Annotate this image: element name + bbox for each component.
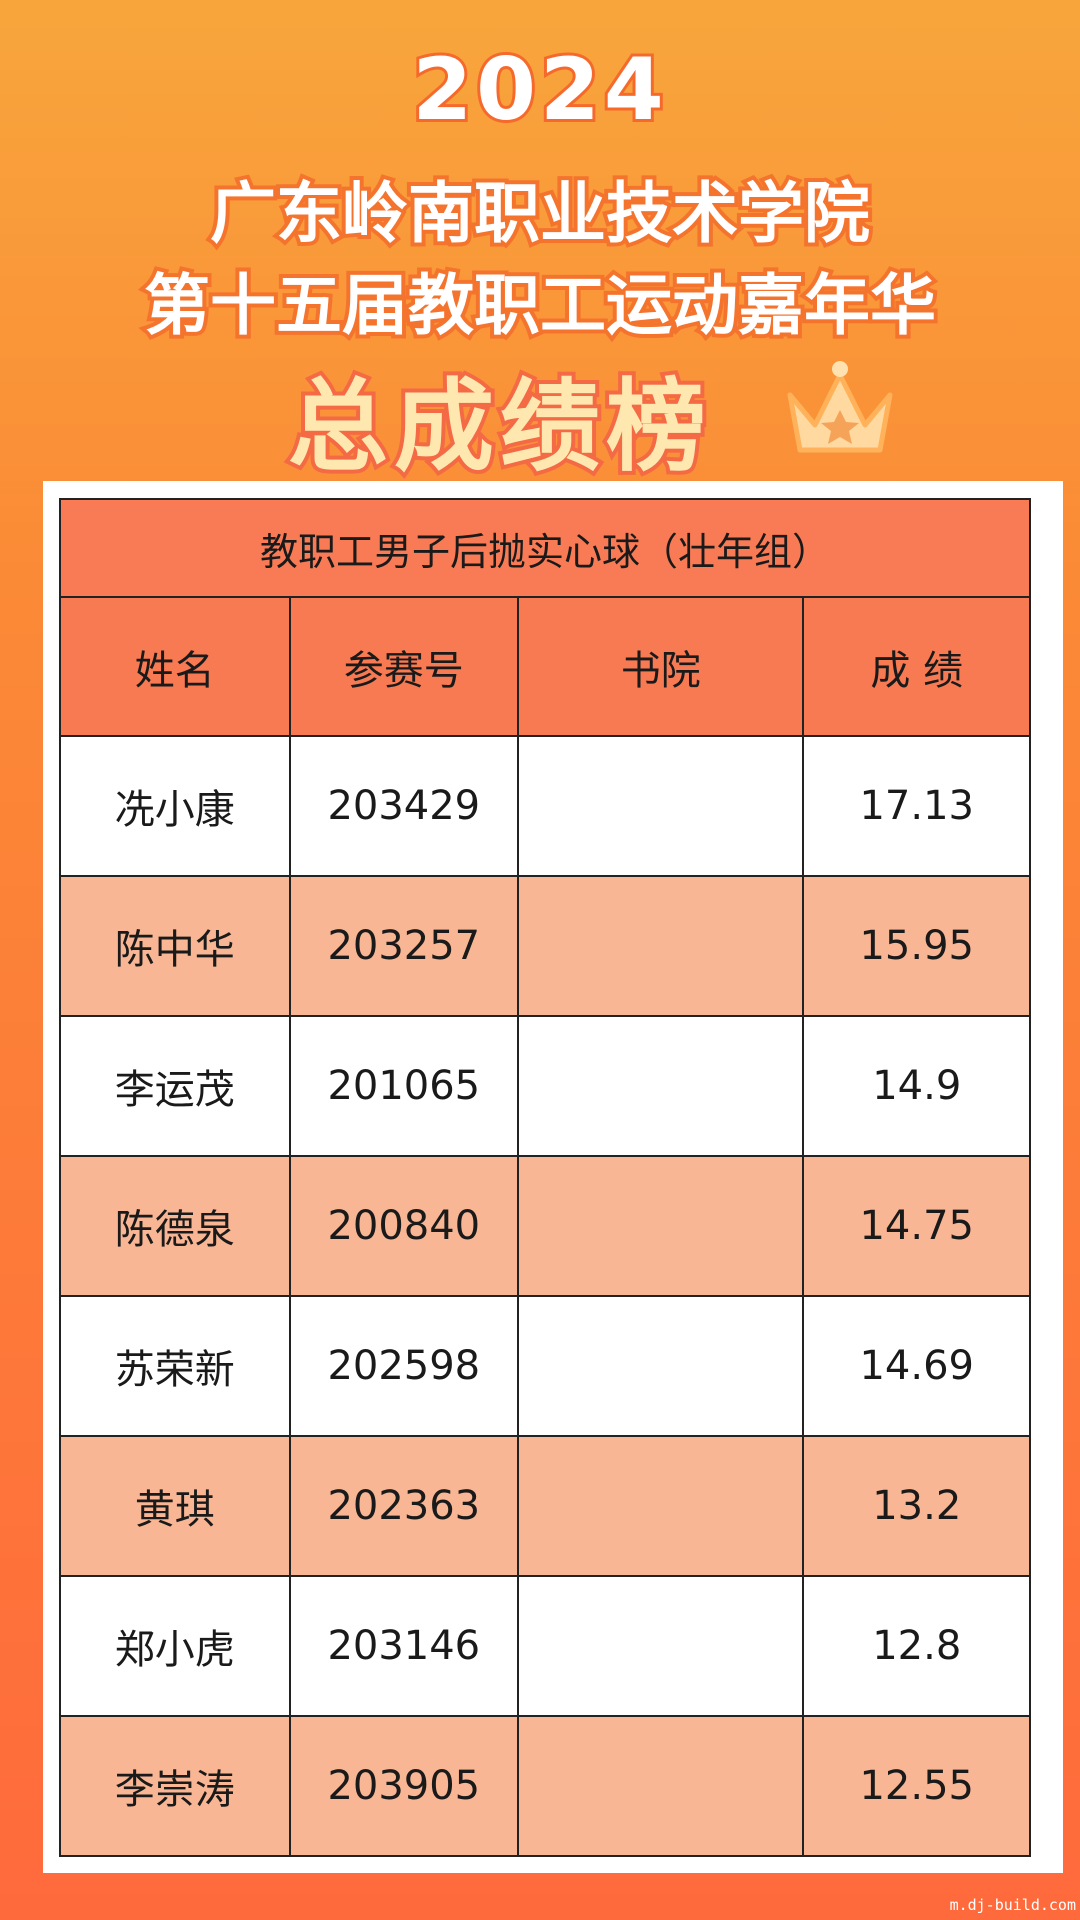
data-row: 黄琪 202363 13.2	[59, 1437, 1031, 1577]
table-caption: 教职工男子后抛实心球（壮年组）	[61, 498, 1031, 598]
table-cell: 14.75	[804, 1157, 1031, 1297]
table-cell: 14.69	[804, 1297, 1031, 1437]
table-cell: 李崇涛	[61, 1717, 291, 1857]
header-row: 姓名 参赛号 书院成 绩	[59, 598, 1031, 737]
table-cell: 203257	[290, 877, 520, 1017]
table-cell: 203429	[290, 737, 520, 877]
table-cell: 14.9	[804, 1017, 1031, 1157]
table-cell	[519, 1297, 805, 1437]
data-row: 冼小康 203429 17.13	[59, 737, 1031, 877]
table-cell: 12.8	[804, 1577, 1031, 1717]
table-cell: 201065	[290, 1017, 520, 1157]
table-cell	[519, 1157, 805, 1297]
table-cell: 203905	[290, 1717, 520, 1857]
data-row: 李崇涛 203905 12.55	[59, 1717, 1031, 1857]
table-cell: 12.55	[804, 1717, 1031, 1857]
table-cell: 陈德泉	[61, 1157, 291, 1297]
table-cell: 黄琪	[61, 1437, 291, 1577]
table-cell: 200840	[290, 1157, 520, 1297]
crown-icon	[787, 361, 893, 453]
table-cell: 13.2	[804, 1437, 1031, 1577]
table-cell	[519, 877, 805, 1017]
table-cell: 冼小康	[61, 737, 291, 877]
table-cell: 15.95	[804, 877, 1031, 1017]
watermark: m.dj-build.com	[949, 1896, 1076, 1914]
table-cell: 陈中华	[61, 877, 291, 1017]
banner: 总成绩榜	[284, 364, 712, 489]
table-cell: 李运茂	[61, 1017, 291, 1157]
column-header: 姓名	[61, 598, 291, 737]
data-row: 李运茂 201065 14.9	[59, 1017, 1031, 1157]
title-line: 第十五届教职工运动嘉年华	[140, 263, 940, 348]
title-line: 广东岭南职业技术学院	[206, 171, 874, 256]
column-header: 书院	[519, 598, 805, 737]
column-header: 参赛号	[290, 598, 520, 737]
table-cell: 203146	[290, 1577, 520, 1717]
data-row: 陈中华 203257 15.95	[59, 877, 1031, 1017]
data-row: 陈德泉 200840 14.75	[59, 1157, 1031, 1297]
table: 教职工男子后抛实心球（壮年组） 姓名 参赛号 书院成 绩冼小康 203429 17.13 陈…	[59, 498, 1031, 1857]
table-cell: 202598	[290, 1297, 520, 1437]
table-cell: 17.13	[804, 737, 1031, 877]
table-cell: 苏荣新	[61, 1297, 291, 1437]
table-cell: 202363	[290, 1437, 520, 1577]
table-cell: 郑小虎	[61, 1577, 291, 1717]
table-cell	[519, 1017, 805, 1157]
caption-row: 教职工男子后抛实心球（壮年组）	[59, 498, 1031, 598]
data-row: 郑小虎 203146 12.8	[59, 1577, 1031, 1717]
column-header: 成 绩	[804, 598, 1031, 737]
table-cell	[519, 1437, 805, 1577]
table-cell	[519, 1717, 805, 1857]
table-cell	[519, 1577, 805, 1717]
year: 2024	[409, 37, 668, 143]
data-row: 苏荣新 202598 14.69	[59, 1297, 1031, 1437]
table-cell	[519, 737, 805, 877]
